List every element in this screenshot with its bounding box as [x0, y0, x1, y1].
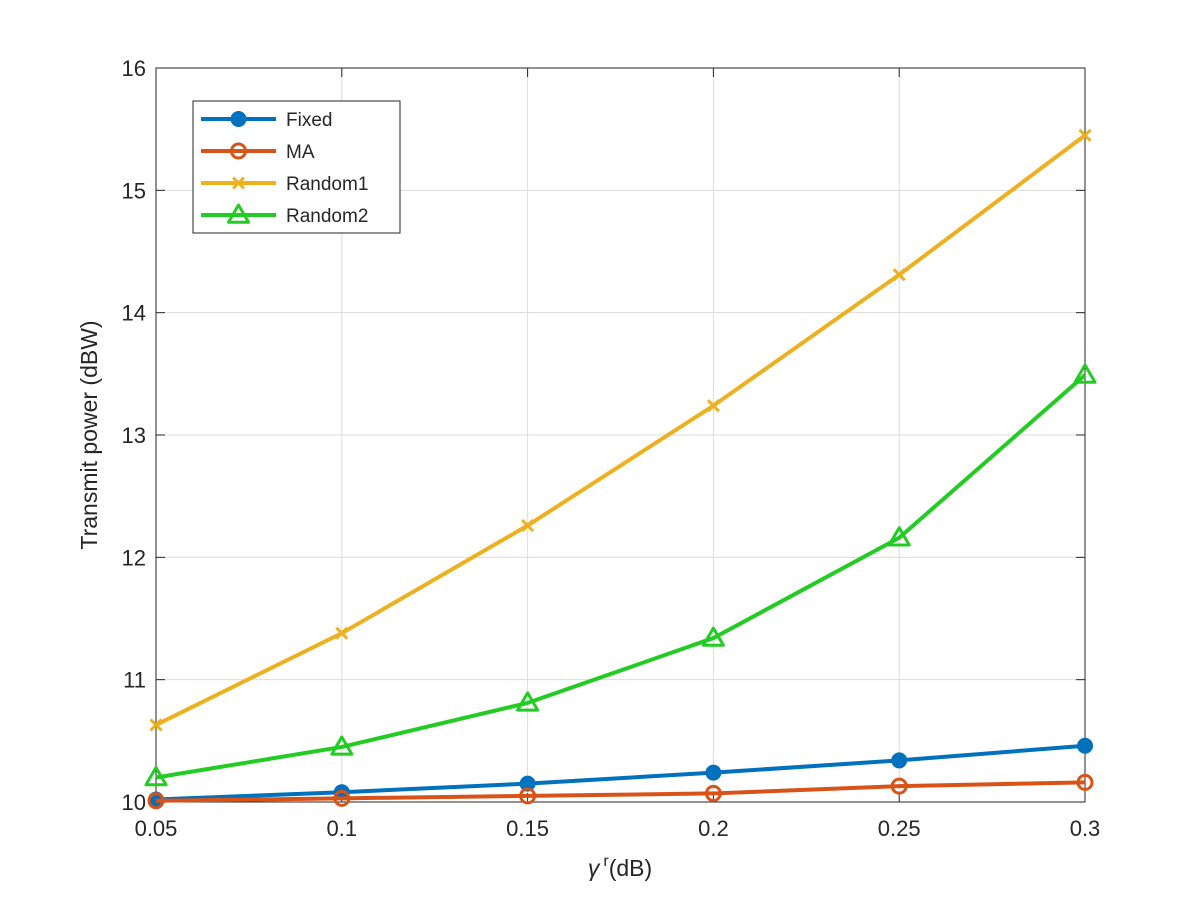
data-point-ma: [890, 777, 908, 795]
data-point-random2: [144, 766, 168, 787]
data-point-random2: [330, 735, 354, 756]
data-point-ma: [333, 789, 351, 807]
series-line-ma: [155, 780, 1086, 803]
x-axis-label-unit: (dB): [609, 855, 652, 881]
legend-box: [192, 100, 401, 234]
x-marker-stroke: [1078, 128, 1092, 142]
series-ma: [147, 773, 1094, 810]
y-axis-label: Transmit power (dBW): [76, 320, 102, 549]
legend-swatch-marker: [230, 111, 247, 127]
y-tick-label: 13: [122, 423, 146, 448]
x-tick-label: 0.15: [506, 816, 549, 841]
data-point-ma: [704, 784, 722, 802]
x-tick-label: 0.2: [698, 816, 729, 841]
y-tick-label: 15: [122, 178, 146, 203]
y-tick-label: 16: [122, 56, 146, 81]
legend-swatch-marker: [230, 142, 247, 160]
x-axis-label-superscript: r: [603, 853, 609, 870]
legend-swatch-marker: [227, 203, 250, 224]
y-tick-label: 12: [122, 545, 146, 570]
series-line-random1: [155, 133, 1087, 727]
y-tick-label: 14: [122, 301, 146, 326]
data-point-random1: [149, 718, 163, 732]
x-marker-stroke: [335, 626, 349, 640]
data-point-ma: [1076, 773, 1094, 791]
legend-item-random1: Random1: [201, 174, 368, 195]
x-axis-label: γ r(dB): [588, 853, 652, 881]
data-point-fixed: [705, 764, 722, 781]
data-point-random2: [887, 526, 911, 547]
x-marker-stroke: [892, 268, 906, 282]
y-tick-label: 10: [122, 790, 146, 815]
x-tick-label: 0.25: [878, 816, 921, 841]
x-marker-stroke: [521, 518, 535, 533]
series-random1: [149, 128, 1092, 732]
legend-swatch-marker: [231, 176, 246, 190]
grid: [155, 67, 1086, 803]
legend-item-fixed: Fixed: [201, 110, 332, 131]
data-point-random1: [892, 268, 906, 282]
legend-label: Random2: [286, 206, 368, 227]
data-point-fixed: [891, 752, 908, 769]
data-point-random2: [516, 691, 540, 712]
legend-item-random2: Random2: [201, 203, 368, 227]
data-point-random2: [701, 626, 725, 647]
x-marker-stroke: [706, 399, 720, 413]
x-marker-stroke: [149, 718, 163, 732]
data-point-random1: [706, 399, 720, 413]
tick-labels: 0.05 0.1 0.15 0.2 0.25 0.3 10 11 12 13 14 15 16: [122, 56, 1101, 841]
data-point-ma: [147, 792, 165, 810]
x-marker-stroke: [231, 176, 246, 190]
data-point-random1: [1078, 128, 1092, 142]
legend: Fixed MA Random1 Random2: [192, 100, 401, 234]
x-tick-label: 0.3: [1070, 816, 1101, 841]
data-point-random1: [521, 518, 535, 533]
series-line-fixed: [155, 743, 1086, 802]
x-tick-label: 0.1: [327, 816, 358, 841]
legend-label: Random1: [286, 174, 368, 195]
legend-item-ma: MA: [201, 142, 315, 163]
data-point-random2: [1073, 363, 1097, 384]
data-point-fixed: [519, 775, 536, 792]
series-layer: [144, 128, 1097, 810]
series-random2: [144, 363, 1097, 787]
x-axis-label-symbol: γ: [588, 855, 601, 881]
data-point-random1: [335, 626, 349, 640]
legend-label: MA: [286, 142, 315, 163]
data-point-fixed: [1077, 737, 1093, 754]
x-tick-label: 0.05: [135, 816, 178, 841]
legend-label: Fixed: [286, 110, 332, 131]
series-line-random2: [155, 373, 1087, 780]
data-point-ma: [519, 787, 537, 805]
y-tick-label: 11: [123, 668, 146, 693]
